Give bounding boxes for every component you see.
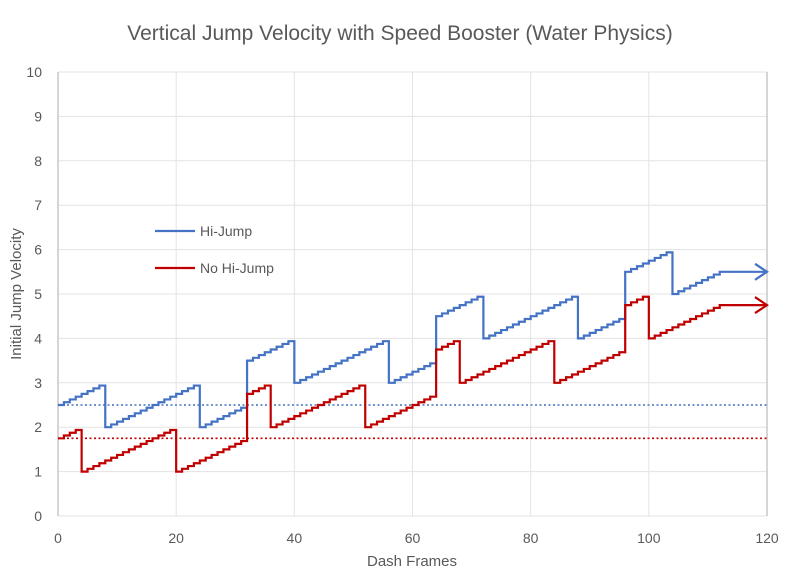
arrowhead-icon (754, 262, 769, 281)
x-tick-label: 80 (523, 530, 539, 546)
y-tick-label: 1 (34, 464, 42, 480)
y-axis-label: Initial Jump Velocity (8, 228, 25, 360)
y-tick-label: 10 (26, 64, 42, 80)
gridlines (57, 71, 768, 517)
x-tick-label: 0 (54, 530, 62, 546)
x-tick-label: 120 (755, 530, 779, 546)
x-tick-label: 60 (405, 530, 421, 546)
y-tick-label: 7 (34, 197, 42, 213)
series-line-0 (58, 251, 767, 429)
legend: Hi-Jump No Hi-Jump (155, 223, 274, 276)
x-tick-label: 100 (637, 530, 661, 546)
y-tick-label: 5 (34, 286, 42, 302)
legend-label-no-hi-jump: No Hi-Jump (200, 260, 274, 276)
y-tick-label: 8 (34, 153, 42, 169)
chart-title: Vertical Jump Velocity with Speed Booste… (127, 22, 672, 45)
y-tick-label: 2 (34, 419, 42, 435)
y-tick-label: 9 (34, 108, 42, 124)
x-tick-label: 40 (287, 530, 303, 546)
series-lines (58, 251, 769, 473)
arrowhead-icon (754, 296, 769, 315)
series-line-1 (58, 295, 767, 473)
y-tick-label: 4 (34, 330, 42, 346)
y-tick-label: 3 (34, 375, 42, 391)
y-tick-label: 6 (34, 242, 42, 258)
y-tick-label: 0 (34, 508, 42, 524)
legend-label-hi-jump: Hi-Jump (200, 223, 252, 239)
x-tick-label: 20 (168, 530, 184, 546)
x-axis-label: Dash Frames (367, 553, 457, 570)
